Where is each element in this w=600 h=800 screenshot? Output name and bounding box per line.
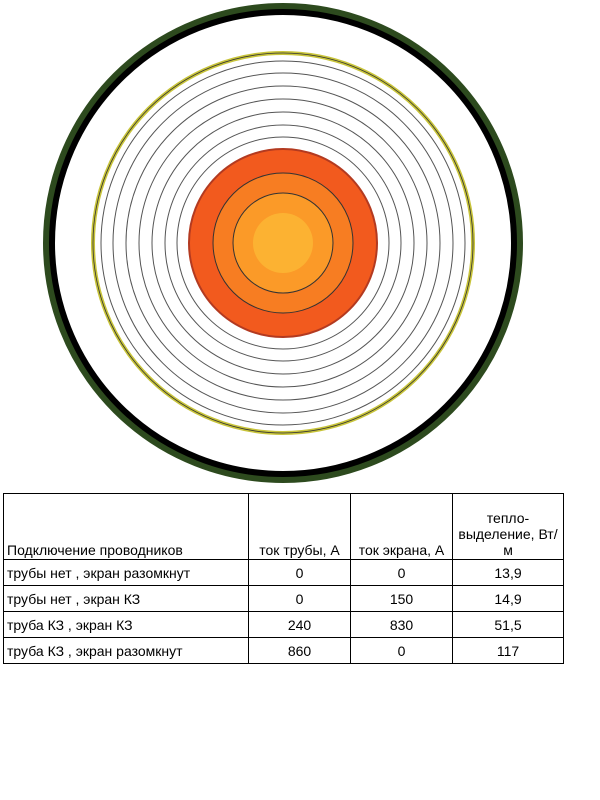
- table-cell: 240: [248, 611, 351, 638]
- outer-sheath-inner: [49, 9, 517, 477]
- table-cell: 0: [248, 559, 351, 586]
- insulation-ring: [112, 72, 454, 414]
- table-cell: 117: [452, 637, 564, 664]
- conductor-core: [253, 213, 313, 273]
- insulation-ring: [138, 98, 428, 388]
- table-cell: 830: [350, 611, 453, 638]
- table-row: трубы нет , экран разомкнут 0 0 13,9: [3, 559, 564, 586]
- insulation-ring: [100, 60, 466, 426]
- cable-cross-section: [43, 3, 523, 483]
- header-cell: ток экрана, А: [350, 493, 453, 560]
- table-cell: трубы нет , экран КЗ: [3, 585, 249, 612]
- table-cell: 13,9: [452, 559, 564, 586]
- screen-ring-edge: [92, 52, 474, 434]
- insulation-ring: [164, 124, 402, 362]
- insulation-ring: [125, 85, 441, 401]
- table-row: трубы нет , экран КЗ 0 150 14,9: [3, 585, 564, 612]
- table-cell: труба КЗ , экран разомкнут: [3, 637, 249, 664]
- header-cell: тепло-выделение, Вт/м: [452, 493, 564, 560]
- table-row: труба КЗ , экран разомкнут 860 0 117: [3, 637, 564, 664]
- table-cell: 860: [248, 637, 351, 664]
- header-cell: Подключение проводников: [3, 493, 249, 560]
- insulation-ring: [151, 111, 415, 375]
- table-cell: 0: [350, 559, 453, 586]
- table-cell: трубы нет , экран разомкнут: [3, 559, 249, 586]
- header-row: Подключение проводников ток трубы, А ток…: [3, 493, 564, 560]
- table-cell: труба КЗ , экран КЗ: [3, 611, 249, 638]
- header-cell: ток трубы, А: [248, 493, 351, 560]
- results-table: Подключение проводников ток трубы, А ток…: [3, 493, 564, 664]
- table-cell: 0: [350, 637, 453, 664]
- table-cell: 0: [248, 585, 351, 612]
- table-cell: 14,9: [452, 585, 564, 612]
- insulation-ring: [176, 136, 390, 350]
- table-cell: 51,5: [452, 611, 564, 638]
- table-cell: 150: [350, 585, 453, 612]
- table-row: труба КЗ , экран КЗ 240 830 51,5: [3, 611, 564, 638]
